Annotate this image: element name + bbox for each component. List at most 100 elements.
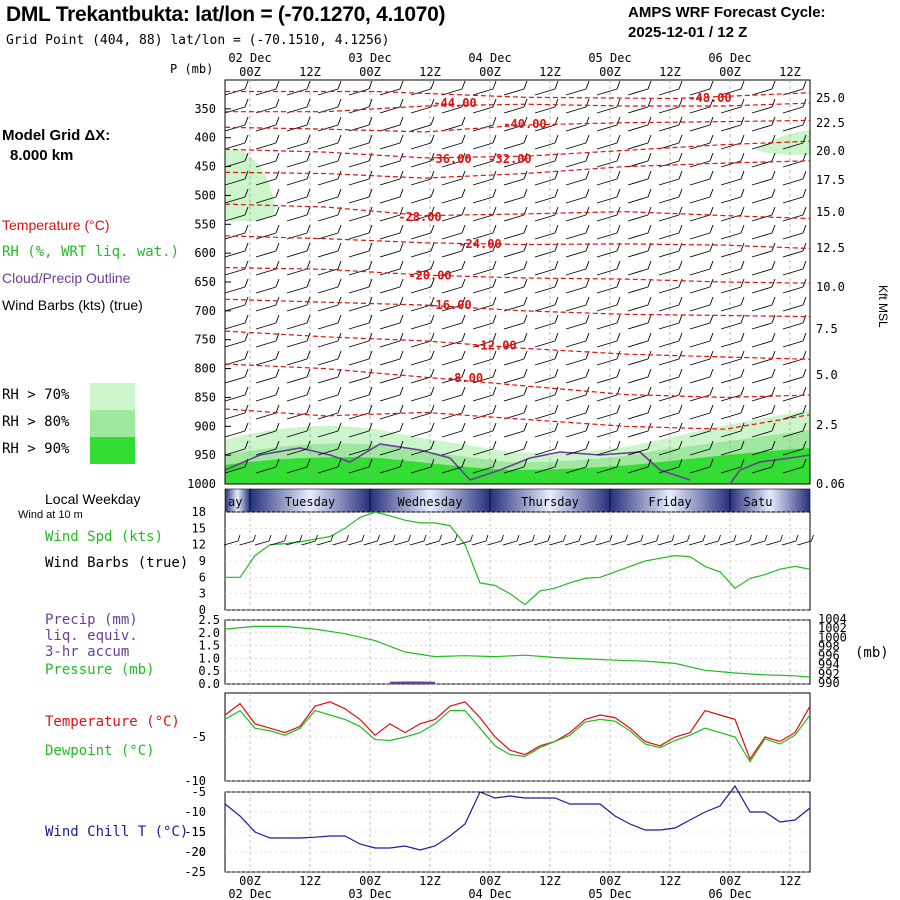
wind-barb [596,448,618,456]
surface-wind-barb [456,540,471,546]
wind-barb-flag [244,188,249,198]
wind-barb-flag [399,188,404,198]
wind-barb-flag [461,440,466,450]
wind-barb [503,466,525,474]
legend-wind-barbs: Wind Barbs (kts) (true) [2,297,143,313]
wind-barb-flag [275,458,280,468]
wind-barb [379,286,401,294]
wind-barb-flag [554,422,559,432]
wind-barb-flag [399,242,404,252]
surface-wind-barb-flag [377,534,380,542]
wind-barb-flag [709,314,714,324]
wind-barb [317,178,339,186]
wind-barb [720,178,742,186]
wind-barb-flag [368,188,373,198]
wind-barb [348,196,370,204]
wind-barb [317,340,339,348]
surface-wind-barb-flag [563,534,566,542]
top-hour-label: 00Z [479,65,501,79]
surface-wind-barb [626,540,642,546]
wind-barb-flag [678,350,683,360]
wind-barb-flag [523,350,528,360]
rh90-area [225,448,810,484]
kft-tick-label: 20.0 [816,144,845,158]
temperature-label: Temperature (°C) [45,714,180,730]
wind-barb-flag [678,368,683,378]
wind-barb-flag [337,98,342,108]
wind-barb-flag [709,440,714,450]
wind-barb [410,394,432,402]
wind-barb [379,412,401,420]
surface-wind-barb [673,540,688,546]
wind-barb [224,466,246,474]
wind-barb [503,106,525,114]
wind-barb-flag [802,332,807,342]
surface-wind-barb [285,540,301,546]
wind-barb [565,448,587,456]
wind-barb [286,268,308,276]
wind-barb [751,178,773,186]
wind-barb [565,106,587,114]
wind-barb-flag [678,386,683,396]
wind-barb [782,232,804,240]
wind-barb [224,178,246,186]
wind-barb [472,214,494,222]
bottom-hour-label: 12Z [419,874,441,888]
bottom-date-label: 04 Dec [468,887,511,900]
wind-barb [751,196,773,204]
wind-barb [596,340,618,348]
wind-barb [441,466,463,474]
wind-barb-flag [430,206,435,216]
forecast-cycle: AMPS WRF Forecast Cycle: 2025-12-01 / 12… [628,3,826,43]
wind-barb-flag [461,116,466,126]
wind-tick-label: 6 [199,570,206,584]
wind-barb [472,268,494,276]
wind-barb-flag [244,224,249,234]
wind-barb-flag [244,206,249,216]
wind-barb-flag [399,404,404,414]
wind-barb-flag [647,134,652,144]
wind-barb [503,322,525,330]
wind-barb-flag [771,314,776,324]
wind-barb [627,340,649,348]
wind-barb-flag [461,422,466,432]
wind-barb [379,430,401,438]
pressure-tick-label: 900 [194,419,216,433]
wind-barb [782,340,804,348]
wind-barb [658,340,680,348]
wind-barb [565,394,587,402]
wind-barb [441,322,463,330]
wind-barb [782,358,804,366]
wind-barb [317,88,339,96]
pressure-tick-label-right: 996 [818,649,840,663]
wind-barb-flag [709,260,714,270]
wind-barb [441,358,463,366]
rh80-swatch [90,410,135,437]
wind-barb-flag [275,332,280,342]
pressure-tick-label: 550 [194,217,216,231]
wind-barb-flag [492,422,497,432]
wind-barb-flag [554,188,559,198]
wind-barb-flag [678,188,683,198]
wind-barb [627,394,649,402]
surface-wind-barb-flag [454,534,458,542]
wind-barb-flag [430,296,435,306]
wind-barb-flag [244,152,249,162]
wind-barb-flag [306,152,311,162]
wind-barb-flag [616,440,621,450]
weekday-label: Tuesday [285,495,336,509]
wind-barb-flag [399,422,404,432]
wind-barb-flag [678,206,683,216]
top-hour-label: 12Z [779,65,801,79]
precip-label: Precip (mm) [45,612,138,628]
wind-barb [348,124,370,132]
wind-barb-flag [368,278,373,288]
chill-tick-label: -5 [192,785,206,799]
wind-barb [751,448,773,456]
wind-barb [658,430,680,438]
wind-barb-flag [771,458,776,468]
wind-barb [410,340,432,348]
weekday-label: Thursday [521,495,579,509]
wind-barb [503,340,525,348]
wind-barb [348,430,370,438]
